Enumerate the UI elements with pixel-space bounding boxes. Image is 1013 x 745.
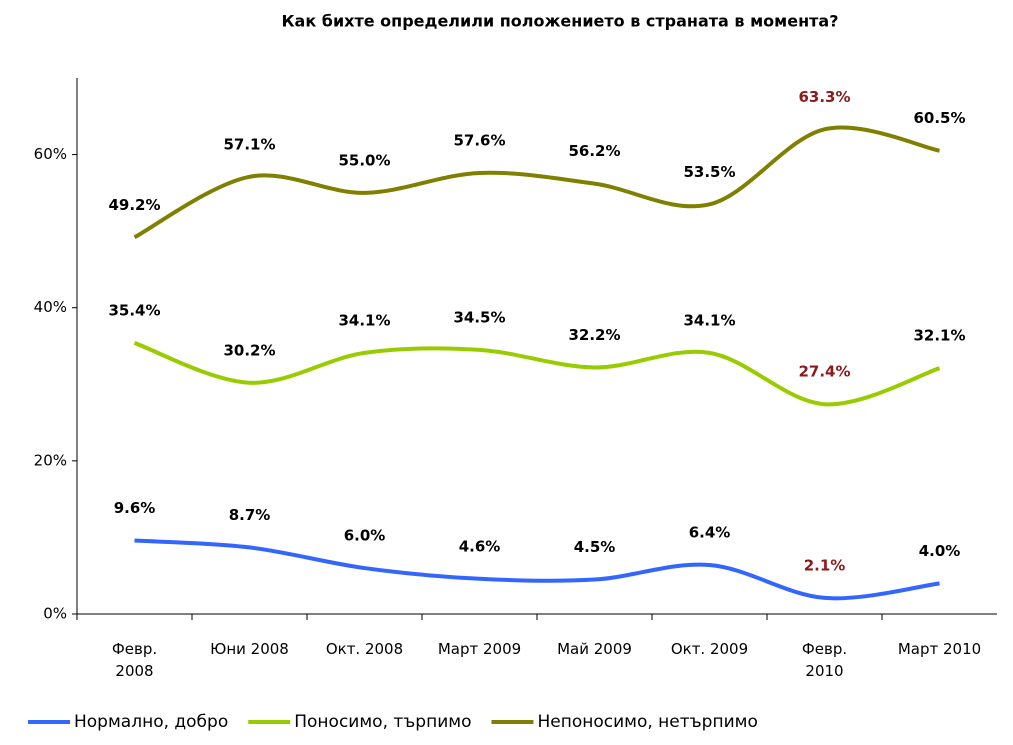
data-label: 63.3% <box>798 88 850 106</box>
data-label: 4.5% <box>574 538 616 556</box>
data-label: 30.2% <box>223 341 275 359</box>
data-label: 8.7% <box>229 506 271 524</box>
legend-label: Непоносимо, нетърпимо <box>537 712 757 732</box>
data-label: 9.6% <box>114 499 156 517</box>
y-tick-label: 0% <box>43 605 67 623</box>
data-label: 53.5% <box>683 163 735 181</box>
y-tick-label: 40% <box>34 298 67 316</box>
legend-label: Поносимо, търпимо <box>294 712 471 732</box>
x-tick-label: Март 2010 <box>897 640 982 658</box>
x-tick-label: Февр. 2010 <box>801 640 848 680</box>
data-label: 34.1% <box>683 311 735 329</box>
data-label: 34.1% <box>338 311 390 329</box>
x-tick-label: Окт. 2009 <box>670 640 749 658</box>
data-label: 49.2% <box>108 196 160 214</box>
data-label: 35.4% <box>108 301 160 319</box>
x-tick-label: Март 2009 <box>437 640 522 658</box>
data-label: 57.6% <box>453 131 505 149</box>
x-tick-label: Февр. 2008 <box>111 640 158 680</box>
y-tick-label: 60% <box>34 145 67 163</box>
data-label: 27.4% <box>798 363 850 381</box>
chart-title: Как бихте определили положението в стран… <box>281 12 838 31</box>
data-label: 6.0% <box>344 527 386 545</box>
x-tick-label: Май 2009 <box>557 640 632 658</box>
data-label: 4.6% <box>459 537 501 555</box>
data-label: 32.2% <box>568 326 620 344</box>
data-label: 57.1% <box>223 135 275 153</box>
x-tick-label: Окт. 2008 <box>325 640 404 658</box>
data-label: 34.5% <box>453 308 505 326</box>
data-label: 55.0% <box>338 151 390 169</box>
legend-label: Нормално, добро <box>74 712 228 732</box>
data-label: 2.1% <box>804 556 846 574</box>
y-tick-label: 20% <box>34 451 67 469</box>
data-label: 32.1% <box>913 327 965 345</box>
series-line <box>134 538 940 601</box>
series-line <box>133 125 940 240</box>
series-line <box>133 341 941 407</box>
data-label: 56.2% <box>568 142 620 160</box>
x-tick-label: Юни 2008 <box>210 640 289 658</box>
data-label: 4.0% <box>919 542 961 560</box>
data-label: 60.5% <box>913 109 965 127</box>
data-label: 6.4% <box>689 523 731 541</box>
